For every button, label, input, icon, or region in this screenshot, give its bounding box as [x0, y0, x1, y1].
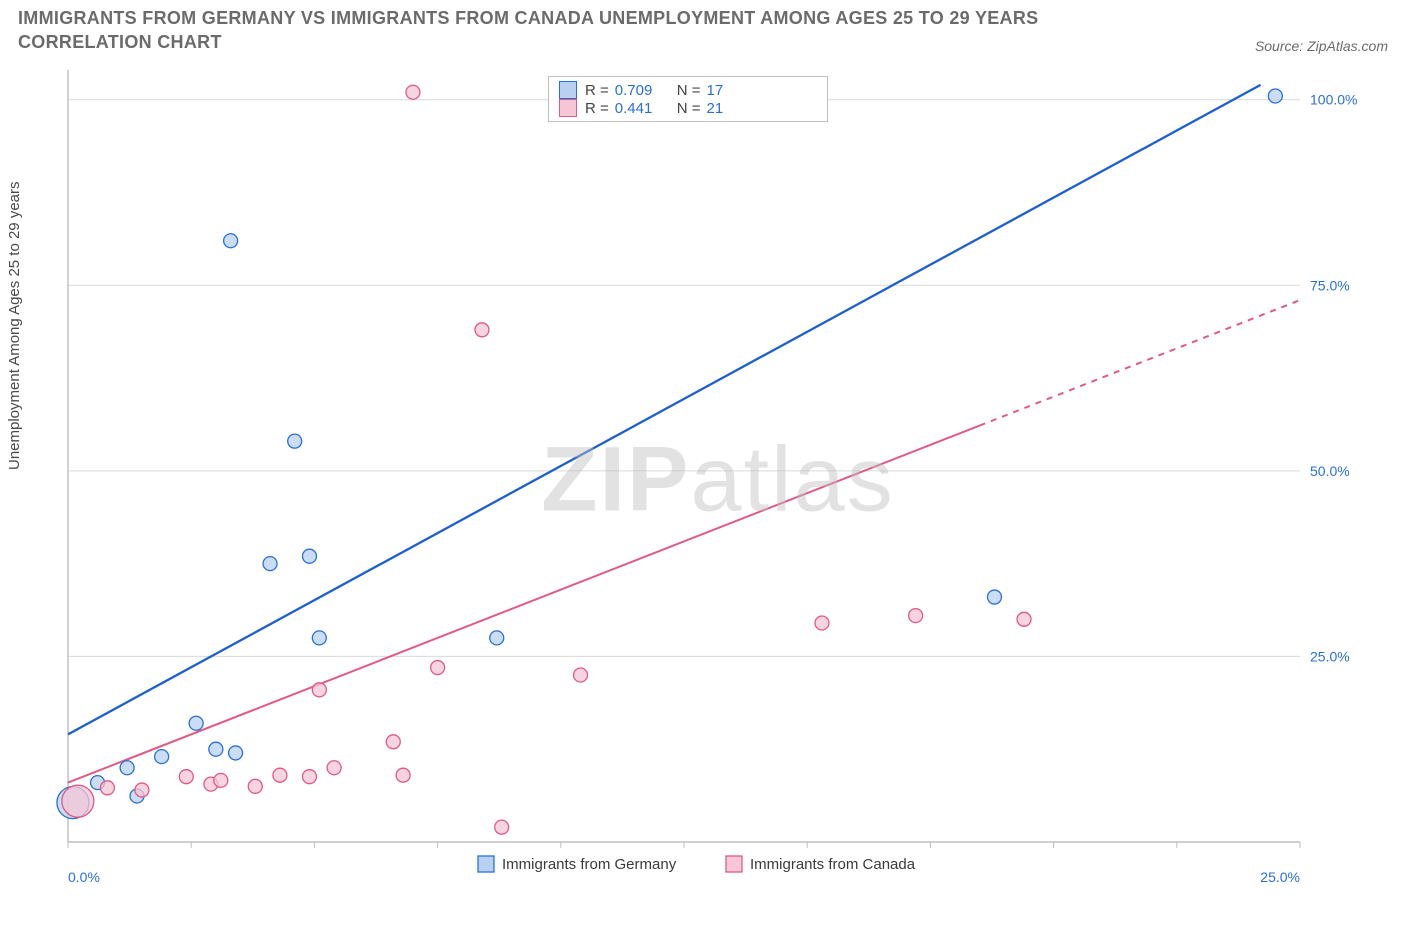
data-point-germany: [209, 742, 223, 756]
data-point-canada: [406, 85, 420, 99]
legend-label: Immigrants from Germany: [502, 856, 677, 873]
correlation-row: R = 0.709 N = 17: [559, 81, 817, 99]
data-point-canada: [815, 616, 829, 630]
source-attribution: Source: ZipAtlas.com: [1255, 38, 1388, 54]
data-point-canada: [100, 781, 114, 795]
correlation-legend: R = 0.709 N = 17 R = 0.441 N = 21: [548, 76, 828, 122]
r-label: R =: [585, 100, 609, 117]
data-point-germany: [288, 434, 302, 448]
r-value: 0.441: [615, 100, 667, 117]
data-point-canada: [386, 735, 400, 749]
x-tick-label: 25.0%: [1260, 869, 1300, 885]
data-point-canada: [273, 768, 287, 782]
n-label: N =: [677, 82, 701, 99]
data-point-canada: [302, 770, 316, 784]
y-tick-label: 100.0%: [1310, 92, 1357, 108]
scatter-plot: 25.0% 50.0% 75.0% 100.0% 0.0% 25.0% R = 0.709 N…: [48, 70, 1388, 890]
trend-line-germany: [68, 85, 1261, 735]
legend-label: Immigrants from Canada: [750, 856, 916, 873]
data-point-canada: [574, 668, 588, 682]
y-tick-label: 50.0%: [1310, 463, 1350, 479]
n-value: 17: [707, 82, 759, 99]
data-point-canada: [62, 785, 94, 817]
legend-swatch: [559, 81, 577, 99]
legend-swatch: [559, 99, 577, 117]
data-point-canada: [396, 768, 410, 782]
data-point-canada: [135, 783, 149, 797]
data-point-canada: [495, 820, 509, 834]
trend-line-canada-dashed: [980, 300, 1300, 425]
data-point-canada: [248, 779, 262, 793]
r-value: 0.709: [615, 82, 667, 99]
data-point-germany: [263, 557, 277, 571]
data-point-canada: [431, 661, 445, 675]
y-axis-title: Unemployment Among Ages 25 to 29 years: [6, 181, 23, 470]
correlation-row: R = 0.441 N = 21: [559, 99, 817, 117]
data-point-canada: [179, 770, 193, 784]
data-point-canada: [909, 609, 923, 623]
data-point-canada: [475, 323, 489, 337]
data-point-germany: [155, 750, 169, 764]
data-point-germany: [189, 716, 203, 730]
data-point-germany: [229, 746, 243, 760]
legend-swatch: [726, 856, 742, 872]
data-point-germany: [987, 590, 1001, 604]
data-point-germany: [312, 631, 326, 645]
chart-title: IMMIGRANTS FROM GERMANY VS IMMIGRANTS FR…: [18, 6, 1138, 55]
n-label: N =: [677, 100, 701, 117]
y-tick-label: 75.0%: [1310, 277, 1350, 293]
data-point-canada: [214, 773, 228, 787]
data-point-germany: [120, 761, 134, 775]
r-label: R =: [585, 82, 609, 99]
chart-area: ZIPatlas 25.0%50.0%75.0%100.0%0.0%25.0% …: [48, 70, 1388, 890]
x-tick-label: 0.0%: [68, 869, 100, 885]
trend-line-canada: [68, 426, 980, 783]
data-point-germany: [302, 549, 316, 563]
data-point-canada: [327, 761, 341, 775]
data-point-germany: [224, 234, 238, 248]
y-tick-label: 25.0%: [1310, 648, 1350, 664]
data-point-canada: [312, 683, 326, 697]
legend-swatch: [478, 856, 494, 872]
n-value: 21: [707, 100, 759, 117]
data-point-germany: [1268, 89, 1282, 103]
data-point-germany: [490, 631, 504, 645]
data-point-canada: [1017, 612, 1031, 626]
